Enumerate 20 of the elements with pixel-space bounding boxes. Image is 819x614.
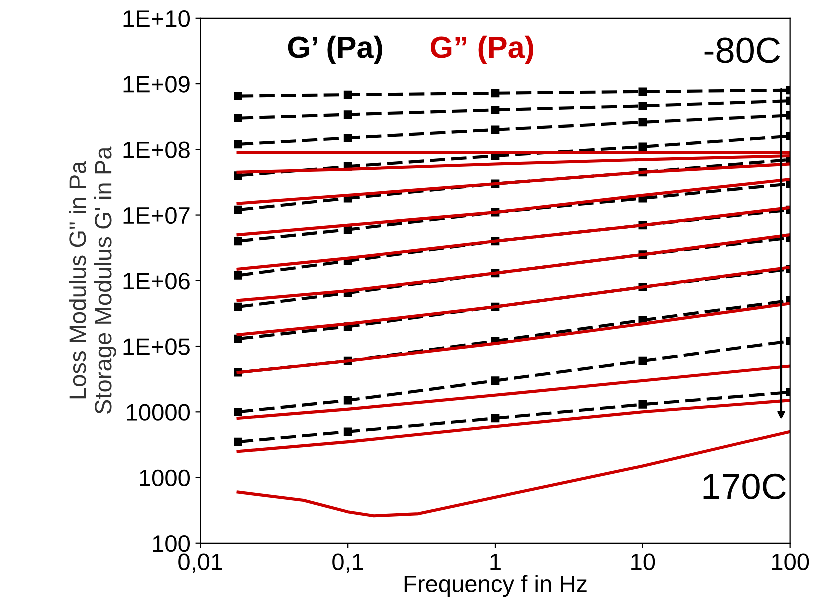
y-tick-label: 100 — [153, 535, 190, 552]
annotation: -80C — [704, 38, 780, 64]
text: G” (Pa) — [430, 36, 534, 64]
y-tick-label: 1E+06 — [124, 272, 190, 290]
y-tick-label: 1E+07 — [124, 207, 190, 224]
x-tick-label: 0,01 — [178, 554, 222, 574]
y-tick-label: 1E+10 — [124, 10, 190, 28]
x-tick-label: 0,1 — [332, 554, 364, 574]
y-tick-label: 1E+05 — [124, 338, 190, 356]
x-tick-label: 10 — [632, 554, 656, 570]
y-tick-label: 1E+09 — [124, 76, 190, 93]
annotation: 170C — [704, 474, 786, 500]
x-tick-label: 1 — [490, 554, 501, 570]
x-tick-label: 100 — [772, 554, 810, 570]
y-tick-label: 10000 — [127, 404, 190, 421]
y-axis-title: Loss Modulus G" in Pa Storage Modulus G' in Pa — [69, 146, 116, 414]
x-axis-title: Frequency f in Hz — [404, 575, 587, 598]
y-tick-label: 1E+08 — [124, 142, 190, 158]
y-tick-label: 1000 — [140, 470, 190, 487]
series-label: G’ (Pa) — [288, 36, 382, 64]
